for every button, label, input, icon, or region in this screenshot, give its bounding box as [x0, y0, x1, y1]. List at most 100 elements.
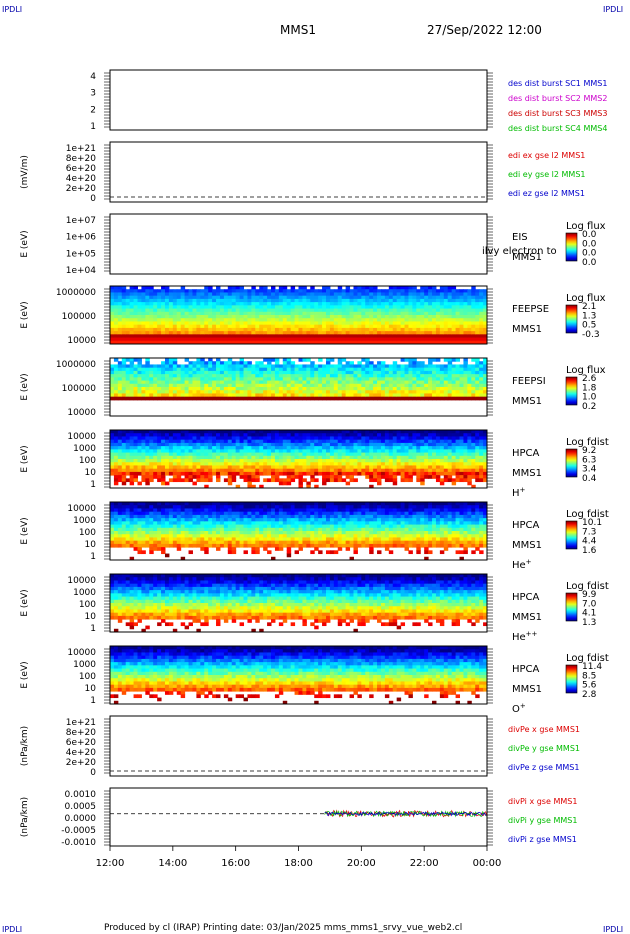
spectrogram-cell: [125, 449, 131, 454]
spectrogram-cell: [369, 468, 374, 473]
spectrogram-cell: [475, 468, 480, 473]
spectrogram-cell: [455, 459, 461, 463]
spectrogram-cell: [227, 471, 233, 476]
spectrogram-cell: [459, 340, 464, 345]
spectrogram-cell: [180, 324, 186, 329]
spectrogram-cell: [377, 367, 382, 372]
spectrogram-cell: [353, 298, 358, 303]
spectrogram-cell: [110, 543, 115, 548]
spectrogram-cell: [400, 292, 406, 297]
spectrogram-cell: [113, 311, 119, 316]
spectrogram-cell: [117, 305, 123, 310]
spectrogram-cell: [420, 308, 425, 313]
spectrogram-cell: [274, 471, 280, 476]
spectrogram-cell: [259, 468, 264, 473]
spectrogram-cell: [176, 302, 182, 306]
spectrogram-cell: [294, 305, 299, 310]
colorbar: [565, 376, 578, 406]
spectrogram-cell: [333, 337, 339, 342]
spectrogram-cell: [164, 324, 170, 329]
spectrogram-cell: [424, 311, 429, 316]
spectrogram-cell: [117, 331, 123, 335]
spectrogram-cell: [271, 318, 276, 322]
spectrogram-cell: [329, 380, 335, 385]
spectrogram-cell: [282, 468, 288, 473]
spectrogram-cell: [255, 478, 260, 483]
spectrogram-cell: [149, 298, 154, 303]
spectrogram-cell: [357, 468, 362, 473]
spectrogram-cell: [349, 393, 354, 398]
spectrogram-cell: [467, 315, 472, 319]
spectrogram-cell: [337, 289, 343, 293]
spectrogram-cell: [471, 393, 476, 398]
spectrogram-cell: [223, 377, 229, 382]
spectrogram-cell: [475, 305, 480, 310]
spectrogram-cell: [227, 387, 233, 391]
spectrogram-cell: [184, 468, 190, 473]
spectrogram-cell: [282, 374, 288, 378]
spectrogram-cell: [459, 295, 464, 300]
spectrogram-cell: [188, 396, 193, 401]
spectrogram-cell: [216, 331, 221, 335]
spectrogram-cell: [251, 459, 256, 463]
spectrogram-cell: [188, 455, 193, 460]
spectrogram-cell: [286, 364, 292, 369]
spectrogram-cell: [439, 295, 445, 300]
spectrogram-cell: [137, 471, 142, 476]
spectrogram-cell: [113, 380, 119, 385]
spectrogram-cell: [329, 442, 335, 447]
spectrogram-cell: [235, 433, 241, 437]
spectrogram-cell: [133, 340, 138, 345]
spectrogram-cell: [247, 430, 252, 434]
spectrogram-cell: [180, 292, 186, 297]
spectrogram-cell: [164, 377, 170, 382]
spectrogram-cell: [322, 298, 327, 303]
spectrogram-cell: [455, 292, 461, 297]
spectrogram-cell: [243, 361, 248, 365]
spectrogram-cell: [231, 439, 237, 444]
spectrogram-cell: [164, 298, 170, 303]
spectrogram-cell: [420, 393, 425, 398]
spectrogram-cell: [325, 462, 331, 466]
spectrogram-cell: [377, 387, 382, 391]
spectrogram-cell: [392, 396, 398, 401]
spectrogram-cell: [216, 302, 221, 306]
spectrogram-cell: [302, 334, 307, 339]
spectrogram-cell: [333, 396, 339, 401]
spectrogram-cell: [133, 364, 138, 369]
spectrogram-cell: [219, 324, 225, 329]
spectrogram-cell: [121, 286, 127, 290]
spectrogram-cell: [298, 484, 303, 489]
spectrogram-cell: [157, 442, 162, 447]
spectrogram-cell: [439, 321, 445, 326]
spectrogram-cell: [161, 524, 166, 529]
spectrogram-cell: [219, 308, 225, 313]
spectrogram-cell: [263, 286, 268, 290]
spectrogram-cell: [388, 471, 394, 476]
spectrogram-cell: [302, 286, 307, 290]
spectrogram-cell: [408, 334, 413, 339]
spectrogram-cell: [267, 289, 272, 293]
spectrogram-cell: [188, 393, 193, 398]
spectrogram-cell: [192, 321, 197, 326]
spectrogram-cell: [302, 340, 307, 345]
spectrogram-cell: [420, 468, 425, 473]
spectrogram-cell: [243, 436, 248, 441]
spectrogram-cell: [329, 433, 335, 437]
spectrogram-cell: [161, 390, 166, 394]
spectrogram-cell: [271, 315, 276, 319]
spectrogram-cell: [267, 331, 272, 335]
spectrogram-cell: [180, 521, 186, 526]
spectrogram-cell: [168, 302, 174, 306]
spectrogram-cell: [157, 387, 162, 391]
spectrogram-cell: [184, 367, 190, 372]
spectrogram-cell: [314, 380, 319, 385]
spectrogram-cell: [200, 462, 205, 466]
spectrogram-cell: [428, 433, 433, 437]
spectrogram-cell: [176, 537, 182, 542]
spectrogram-cell: [443, 468, 449, 473]
spectrogram-cell: [377, 334, 382, 339]
spectrogram-cell: [157, 531, 162, 535]
spectrogram-cell: [204, 286, 209, 290]
spectrogram-cell: [223, 308, 229, 313]
